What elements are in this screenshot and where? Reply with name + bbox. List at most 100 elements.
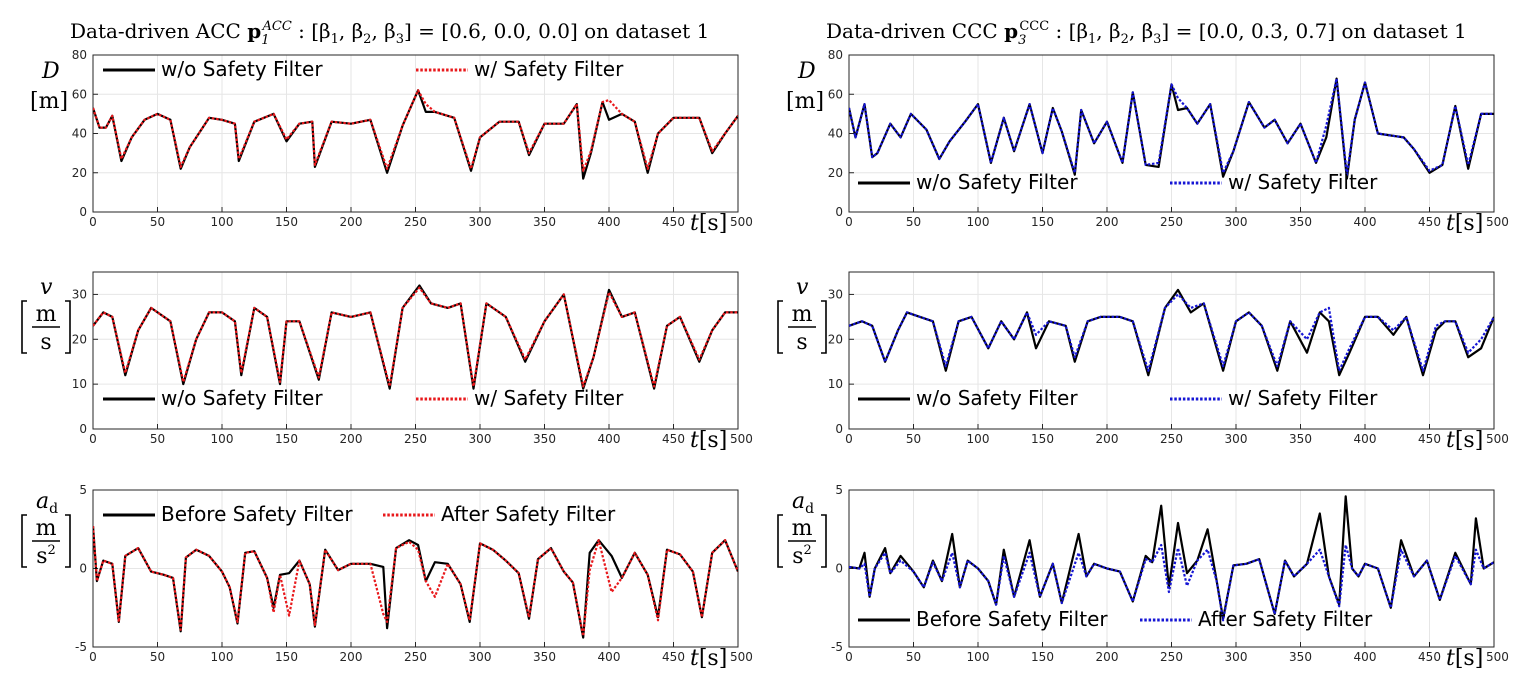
x-tick-label: 100 (967, 215, 990, 229)
x-axis-label: t[s] (690, 211, 727, 236)
legend-label: After Safety Filter (1198, 607, 1373, 631)
x-tick-label: 350 (533, 650, 556, 664)
panel-acc_a: 0 50 100 150 200 250 300 350 400 450 500-505Before… (75, 483, 753, 671)
legend-label: w/ Safety Filter (1228, 170, 1378, 194)
x-tick-label: 50 (150, 650, 165, 664)
x-tick-label: 150 (275, 215, 298, 229)
panel-acc_v: 0 50 100 150 200 250 300 350 400 450 500 0 10 20 30 w/o… (72, 271, 753, 453)
x-tick-label: 50 (906, 650, 921, 664)
y-axis-label-D: D [m] (786, 59, 824, 114)
x-tick-label: 250 (404, 432, 427, 446)
legend-label: Before Safety Filter (161, 502, 353, 526)
series-line-filtered (849, 543, 1494, 622)
y-tick-label: 5 (79, 483, 87, 497)
y-tick-label: 30 (72, 287, 87, 301)
legend-label: Before Safety Filter (916, 607, 1108, 631)
x-tick-label: 100 (967, 650, 990, 664)
y-tick-label: 40 (72, 127, 87, 141)
svg-text:s2: s2 (792, 543, 812, 569)
x-tick-label: 0 (845, 650, 853, 664)
y-tick-label: 0 (79, 205, 87, 219)
x-tick-label: 400 (1354, 215, 1377, 229)
x-tick-label: 50 (906, 432, 921, 446)
x-tick-label: 0 (845, 215, 853, 229)
y-tick-label: 0 (835, 562, 843, 576)
y-tick-label: 20 (828, 332, 843, 346)
svg-text:ad: ad (36, 489, 58, 517)
x-tick-label: 250 (404, 650, 427, 664)
x-tick-label: 300 (469, 215, 492, 229)
legend-label: After Safety Filter (441, 502, 616, 526)
x-tick-label: 300 (1225, 215, 1248, 229)
x-tick-label: 300 (469, 432, 492, 446)
y-tick-label: 10 (828, 377, 843, 391)
x-tick-label: 200 (1096, 650, 1119, 664)
svg-text:v: v (40, 275, 53, 300)
svg-text:s: s (796, 330, 807, 355)
series-line-filtered (93, 89, 738, 172)
y-tick-label: 30 (828, 287, 843, 301)
x-axis-label: t[s] (1446, 211, 1483, 236)
x-tick-label: 150 (1031, 215, 1054, 229)
legend-label: w/o Safety Filter (161, 57, 323, 81)
x-tick-label: 0 (89, 650, 97, 664)
legend-label: w/ Safety Filter (474, 57, 624, 81)
x-tick-label: 0 (89, 432, 97, 446)
svg-text:[m]: [m] (30, 89, 68, 114)
x-tick-label: 150 (1031, 650, 1054, 664)
x-tick-label: 200 (1096, 432, 1119, 446)
x-tick-label: 350 (533, 215, 556, 229)
svg-text:m: m (36, 302, 57, 327)
x-tick-label: 0 (845, 432, 853, 446)
x-axis-label: t[s] (1446, 428, 1483, 453)
panel-ccc_D: 0 50 100 150 200 250 300 350 400 450 500 0 20 40 60 80 w… (828, 48, 1509, 236)
legend-label: w/o Safety Filter (161, 386, 323, 410)
legend-label: w/o Safety Filter (916, 386, 1078, 410)
x-tick-label: 100 (967, 432, 990, 446)
x-tick-label: 300 (1225, 650, 1248, 664)
x-tick-label: 450 (1418, 432, 1441, 446)
panel-ccc_v: 0 50 100 150 200 250 300 350 400 450 500 0 10 20 30 w/o… (828, 271, 1509, 453)
panel-ccc_a: 0 50 100 150 200 250 300 350 400 450 500-505Before… (831, 483, 1509, 671)
y-axis-label-v: vms (21, 275, 71, 355)
x-tick-label: 0 (89, 215, 97, 229)
x-tick-label: 400 (598, 650, 621, 664)
x-tick-label: 500 (1486, 650, 1509, 664)
svg-text:[m]: [m] (786, 89, 824, 114)
x-tick-label: 400 (598, 215, 621, 229)
y-tick-label: 5 (835, 483, 843, 497)
x-tick-label: 500 (730, 432, 753, 446)
x-tick-label: 150 (275, 432, 298, 446)
x-axis-label: t[s] (690, 428, 727, 453)
y-axis-label-v: vms (777, 275, 827, 355)
x-tick-label: 500 (1486, 215, 1509, 229)
y-tick-label: 10 (72, 377, 87, 391)
x-tick-label: 50 (906, 215, 921, 229)
svg-text:s: s (40, 330, 51, 355)
y-tick-label: 80 (72, 48, 87, 62)
x-tick-label: 500 (730, 215, 753, 229)
svg-text:m: m (792, 302, 813, 327)
y-tick-label: -5 (75, 640, 87, 654)
x-tick-label: 50 (150, 215, 165, 229)
x-tick-label: 400 (1354, 650, 1377, 664)
y-tick-label: 0 (835, 422, 843, 436)
x-tick-label: 400 (598, 432, 621, 446)
y-tick-label: 0 (79, 562, 87, 576)
y-tick-label: 60 (828, 87, 843, 101)
legend-label: w/ Safety Filter (474, 386, 624, 410)
x-tick-label: 450 (662, 432, 685, 446)
x-tick-label: 450 (1418, 215, 1441, 229)
x-tick-label: 250 (1160, 215, 1183, 229)
svg-text:m: m (792, 516, 813, 541)
y-tick-label: 20 (828, 166, 843, 180)
y-tick-label: 40 (828, 127, 843, 141)
x-tick-label: 250 (1160, 432, 1183, 446)
series-line-unfiltered (93, 284, 738, 390)
x-tick-label: 450 (662, 650, 685, 664)
x-tick-label: 200 (1096, 215, 1119, 229)
legend-label: w/ Safety Filter (1228, 386, 1378, 410)
